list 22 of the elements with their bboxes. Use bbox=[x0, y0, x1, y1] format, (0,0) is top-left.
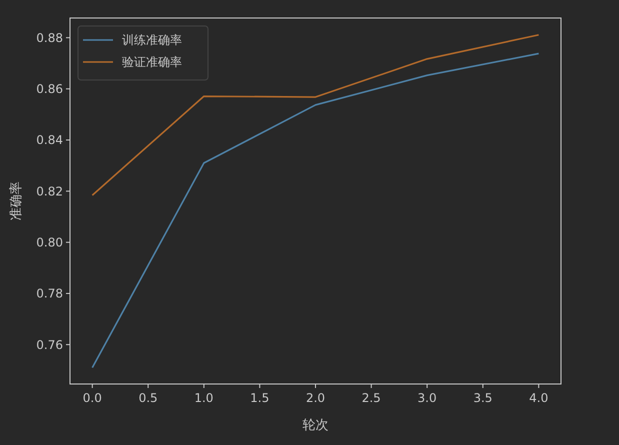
x-tick-label: 1.5 bbox=[250, 391, 270, 405]
x-axis-title: 轮次 bbox=[302, 418, 328, 433]
x-tick-label: 0.0 bbox=[82, 391, 102, 405]
y-tick-label: 0.82 bbox=[36, 184, 63, 198]
y-tick-label: 0.86 bbox=[36, 82, 63, 96]
legend-label: 训练准确率 bbox=[122, 33, 182, 48]
x-tick-label: 3.5 bbox=[473, 391, 492, 405]
line-series bbox=[92, 52, 540, 368]
x-tick-label: 1.0 bbox=[194, 391, 214, 405]
y-axis-title: 准确率 bbox=[8, 182, 24, 220]
line-series bbox=[92, 34, 540, 196]
y-tick-label: 0.88 bbox=[36, 30, 63, 45]
x-tick-label: 4.0 bbox=[529, 391, 548, 405]
legend-label: 验证准确率 bbox=[122, 55, 182, 70]
y-tick-label: 0.80 bbox=[36, 236, 63, 250]
y-tick-label: 0.84 bbox=[36, 133, 63, 148]
y-tick-label: 0.76 bbox=[36, 338, 63, 352]
x-tick-label: 2.5 bbox=[362, 391, 381, 405]
y-tick-label: 0.78 bbox=[36, 286, 63, 301]
x-tick-label: 0.5 bbox=[138, 391, 158, 405]
x-tick-label: 2.0 bbox=[306, 391, 326, 405]
x-tick-label: 3.0 bbox=[418, 391, 437, 405]
